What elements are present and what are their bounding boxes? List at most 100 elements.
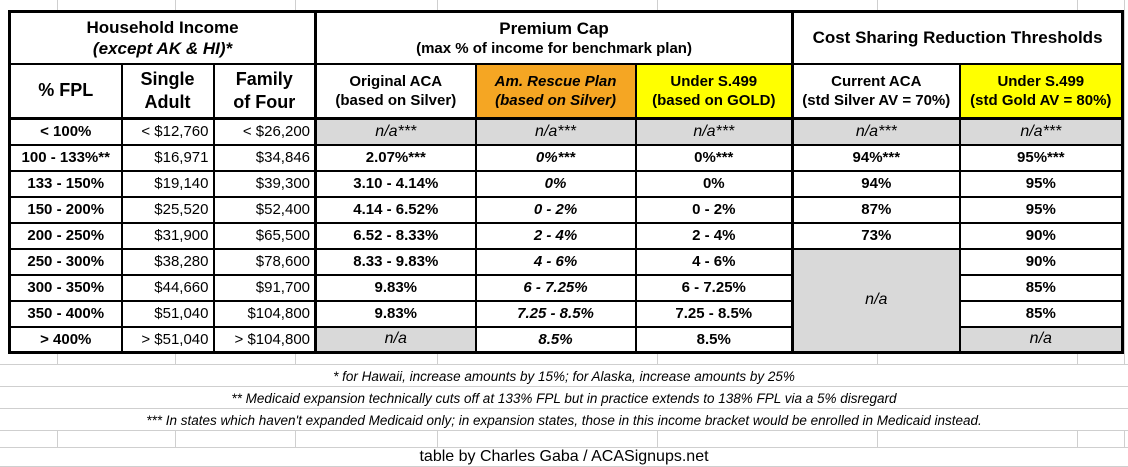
table-body: < 100% < $12,760 < $26,200 n/a*** n/a*** n/a*… bbox=[8, 117, 1124, 354]
header-premium-cap: Premium Cap (max % of income for benchma… bbox=[314, 10, 795, 65]
sheet-column-line bbox=[1077, 349, 1078, 364]
table-cell: 6 - 7.25% bbox=[474, 273, 637, 302]
table-cell: $34,846 bbox=[212, 143, 318, 172]
household-income-title: Household Income bbox=[86, 17, 239, 37]
table-cell: $25,520 bbox=[120, 195, 215, 224]
sheet-column-line bbox=[295, 349, 296, 364]
table-cell: $65,500 bbox=[212, 221, 318, 250]
table-cell: 9.83% bbox=[314, 273, 477, 302]
table-row: 350 - 400% $51,040 $104,800 9.83% 7.25 - 8.5… bbox=[8, 299, 1124, 328]
sheet-column-line bbox=[57, 430, 58, 447]
sheet-column-line bbox=[57, 349, 58, 364]
table-cell: 95% bbox=[958, 169, 1124, 198]
aca-comparison-table: Household Income (except AK & HI)* Premi… bbox=[8, 10, 1125, 354]
table-cell: > $104,800 bbox=[212, 325, 318, 354]
table-cell: 95%*** bbox=[958, 143, 1124, 172]
table-cell: > 400% bbox=[8, 325, 123, 354]
section-header-row: Household Income (except AK & HI)* Premi… bbox=[8, 10, 1124, 65]
table-cell: < $12,760 bbox=[120, 117, 215, 146]
table-cell: 9.83% bbox=[314, 299, 477, 328]
table-cell: 7.25 - 8.5% bbox=[474, 299, 637, 328]
sheet-column-line bbox=[877, 430, 878, 447]
footnote-3: *** In states which haven't expanded Med… bbox=[0, 408, 1128, 431]
table-row: 300 - 350% $44,660 $91,700 9.83% 6 - 7.25% 6 … bbox=[8, 273, 1124, 302]
footnote-2: ** Medicaid expansion technically cuts o… bbox=[0, 386, 1128, 409]
sheet-column-line bbox=[295, 0, 296, 10]
table-cell: 4.14 - 6.52% bbox=[314, 195, 477, 224]
table-cell: n/a bbox=[958, 325, 1124, 354]
sheet-column-line bbox=[1077, 0, 1078, 10]
table-cell: 94% bbox=[791, 169, 961, 198]
table-cell: 73% bbox=[791, 221, 961, 250]
table-cell: n/a*** bbox=[474, 117, 637, 146]
table-cell: 100 - 133%** bbox=[8, 143, 123, 172]
sheet-column-line bbox=[657, 430, 658, 447]
table-cell: 85% bbox=[958, 273, 1124, 302]
table-cell: 2 - 4% bbox=[634, 221, 795, 250]
column-header-single-adult: Single Adult bbox=[120, 63, 215, 120]
sheet-column-line bbox=[175, 0, 176, 10]
table-cell: $19,140 bbox=[120, 169, 215, 198]
sheet-column-line bbox=[437, 349, 438, 364]
table-row: 150 - 200% $25,520 $52,400 4.14 - 6.52% 0 - … bbox=[8, 195, 1124, 224]
table-row: 250 - 300% $38,280 $78,600 8.33 - 9.83% 4 - … bbox=[8, 247, 1124, 354]
sheet-column-line bbox=[437, 430, 438, 447]
household-income-subtitle: (except AK & HI)* bbox=[92, 38, 233, 58]
table-cell: 90% bbox=[958, 247, 1124, 276]
table-cell: < $26,200 bbox=[212, 117, 318, 146]
table-cell: 0 - 2% bbox=[634, 195, 795, 224]
sheet-column-line bbox=[57, 0, 58, 10]
sheet-column-line bbox=[1124, 0, 1125, 467]
table-cell: $91,700 bbox=[212, 273, 318, 302]
table-cell: $44,660 bbox=[120, 273, 215, 302]
table-cell: 0% bbox=[634, 169, 795, 198]
table-cell: $16,971 bbox=[120, 143, 215, 172]
header-household-income: Household Income (except AK & HI)* bbox=[8, 10, 318, 65]
table-cell: $104,800 bbox=[212, 299, 318, 328]
sheet-column-line bbox=[175, 430, 176, 447]
table-cell: $51,040 bbox=[120, 299, 215, 328]
table-cell: n/a bbox=[791, 247, 961, 354]
column-header-fpl: % FPL bbox=[8, 63, 123, 120]
column-header-family-of-four: Family of Four bbox=[212, 63, 318, 120]
table-row: 200 - 250% $31,900 $65,500 6.52 - 8.33% 2 - … bbox=[8, 221, 1124, 250]
sheet-column-line bbox=[877, 349, 878, 364]
table-cell: 350 - 400% bbox=[8, 299, 123, 328]
table-cell: 8.5% bbox=[634, 325, 795, 354]
premium-cap-subtitle: (max % of income for benchmark plan) bbox=[416, 40, 692, 58]
table-cell: 95% bbox=[958, 195, 1124, 224]
table-cell: 3.10 - 4.14% bbox=[314, 169, 477, 198]
table-cell: $38,280 bbox=[120, 247, 215, 276]
table-cell: 0%*** bbox=[474, 143, 637, 172]
credit-line: table by Charles Gaba / ACASignups.net bbox=[0, 447, 1128, 467]
footnote-1: * for Hawaii, increase amounts by 15%; f… bbox=[0, 364, 1128, 387]
table-cell: n/a*** bbox=[958, 117, 1124, 146]
sheet-column-line bbox=[877, 0, 878, 10]
sheet-column-line bbox=[1077, 430, 1078, 447]
header-csr-thresholds: Cost Sharing Reduction Thresholds bbox=[791, 10, 1124, 65]
sheet-column-line bbox=[657, 0, 658, 10]
table-cell: 90% bbox=[958, 221, 1124, 250]
table-cell: 4 - 6% bbox=[474, 247, 637, 276]
column-header-row: % FPL Single Adult Family of Four Origin… bbox=[8, 63, 1124, 120]
premium-cap-title: Premium Cap bbox=[499, 18, 609, 38]
table-cell: 0 - 2% bbox=[474, 195, 637, 224]
table-cell: 150 - 200% bbox=[8, 195, 123, 224]
table-cell: 250 - 300% bbox=[8, 247, 123, 276]
table-cell: n/a*** bbox=[314, 117, 477, 146]
table-cell: 0% bbox=[474, 169, 637, 198]
table-row: 133 - 150% $19,140 $39,300 3.10 - 4.14% 0% 0%… bbox=[8, 169, 1124, 198]
table-cell: 7.25 - 8.5% bbox=[634, 299, 795, 328]
sheet-column-line bbox=[175, 349, 176, 364]
table-cell: < 100% bbox=[8, 117, 123, 146]
table-row: > 400% > $51,040 > $104,800 n/a 8.5% 8.5% n/a bbox=[8, 325, 1124, 354]
column-header-am-rescue-plan: Am. Rescue Plan (based on Silver) bbox=[474, 63, 637, 120]
table-cell: 8.33 - 9.83% bbox=[314, 247, 477, 276]
table-cell: 6.52 - 8.33% bbox=[314, 221, 477, 250]
table-cell: $78,600 bbox=[212, 247, 318, 276]
column-header-under-s499-csr: Under S.499 (std Gold AV = 80%) bbox=[958, 63, 1124, 120]
table-cell: 85% bbox=[958, 299, 1124, 328]
table-cell: $31,900 bbox=[120, 221, 215, 250]
column-header-under-s499-premium: Under S.499 (based on GOLD) bbox=[634, 63, 795, 120]
